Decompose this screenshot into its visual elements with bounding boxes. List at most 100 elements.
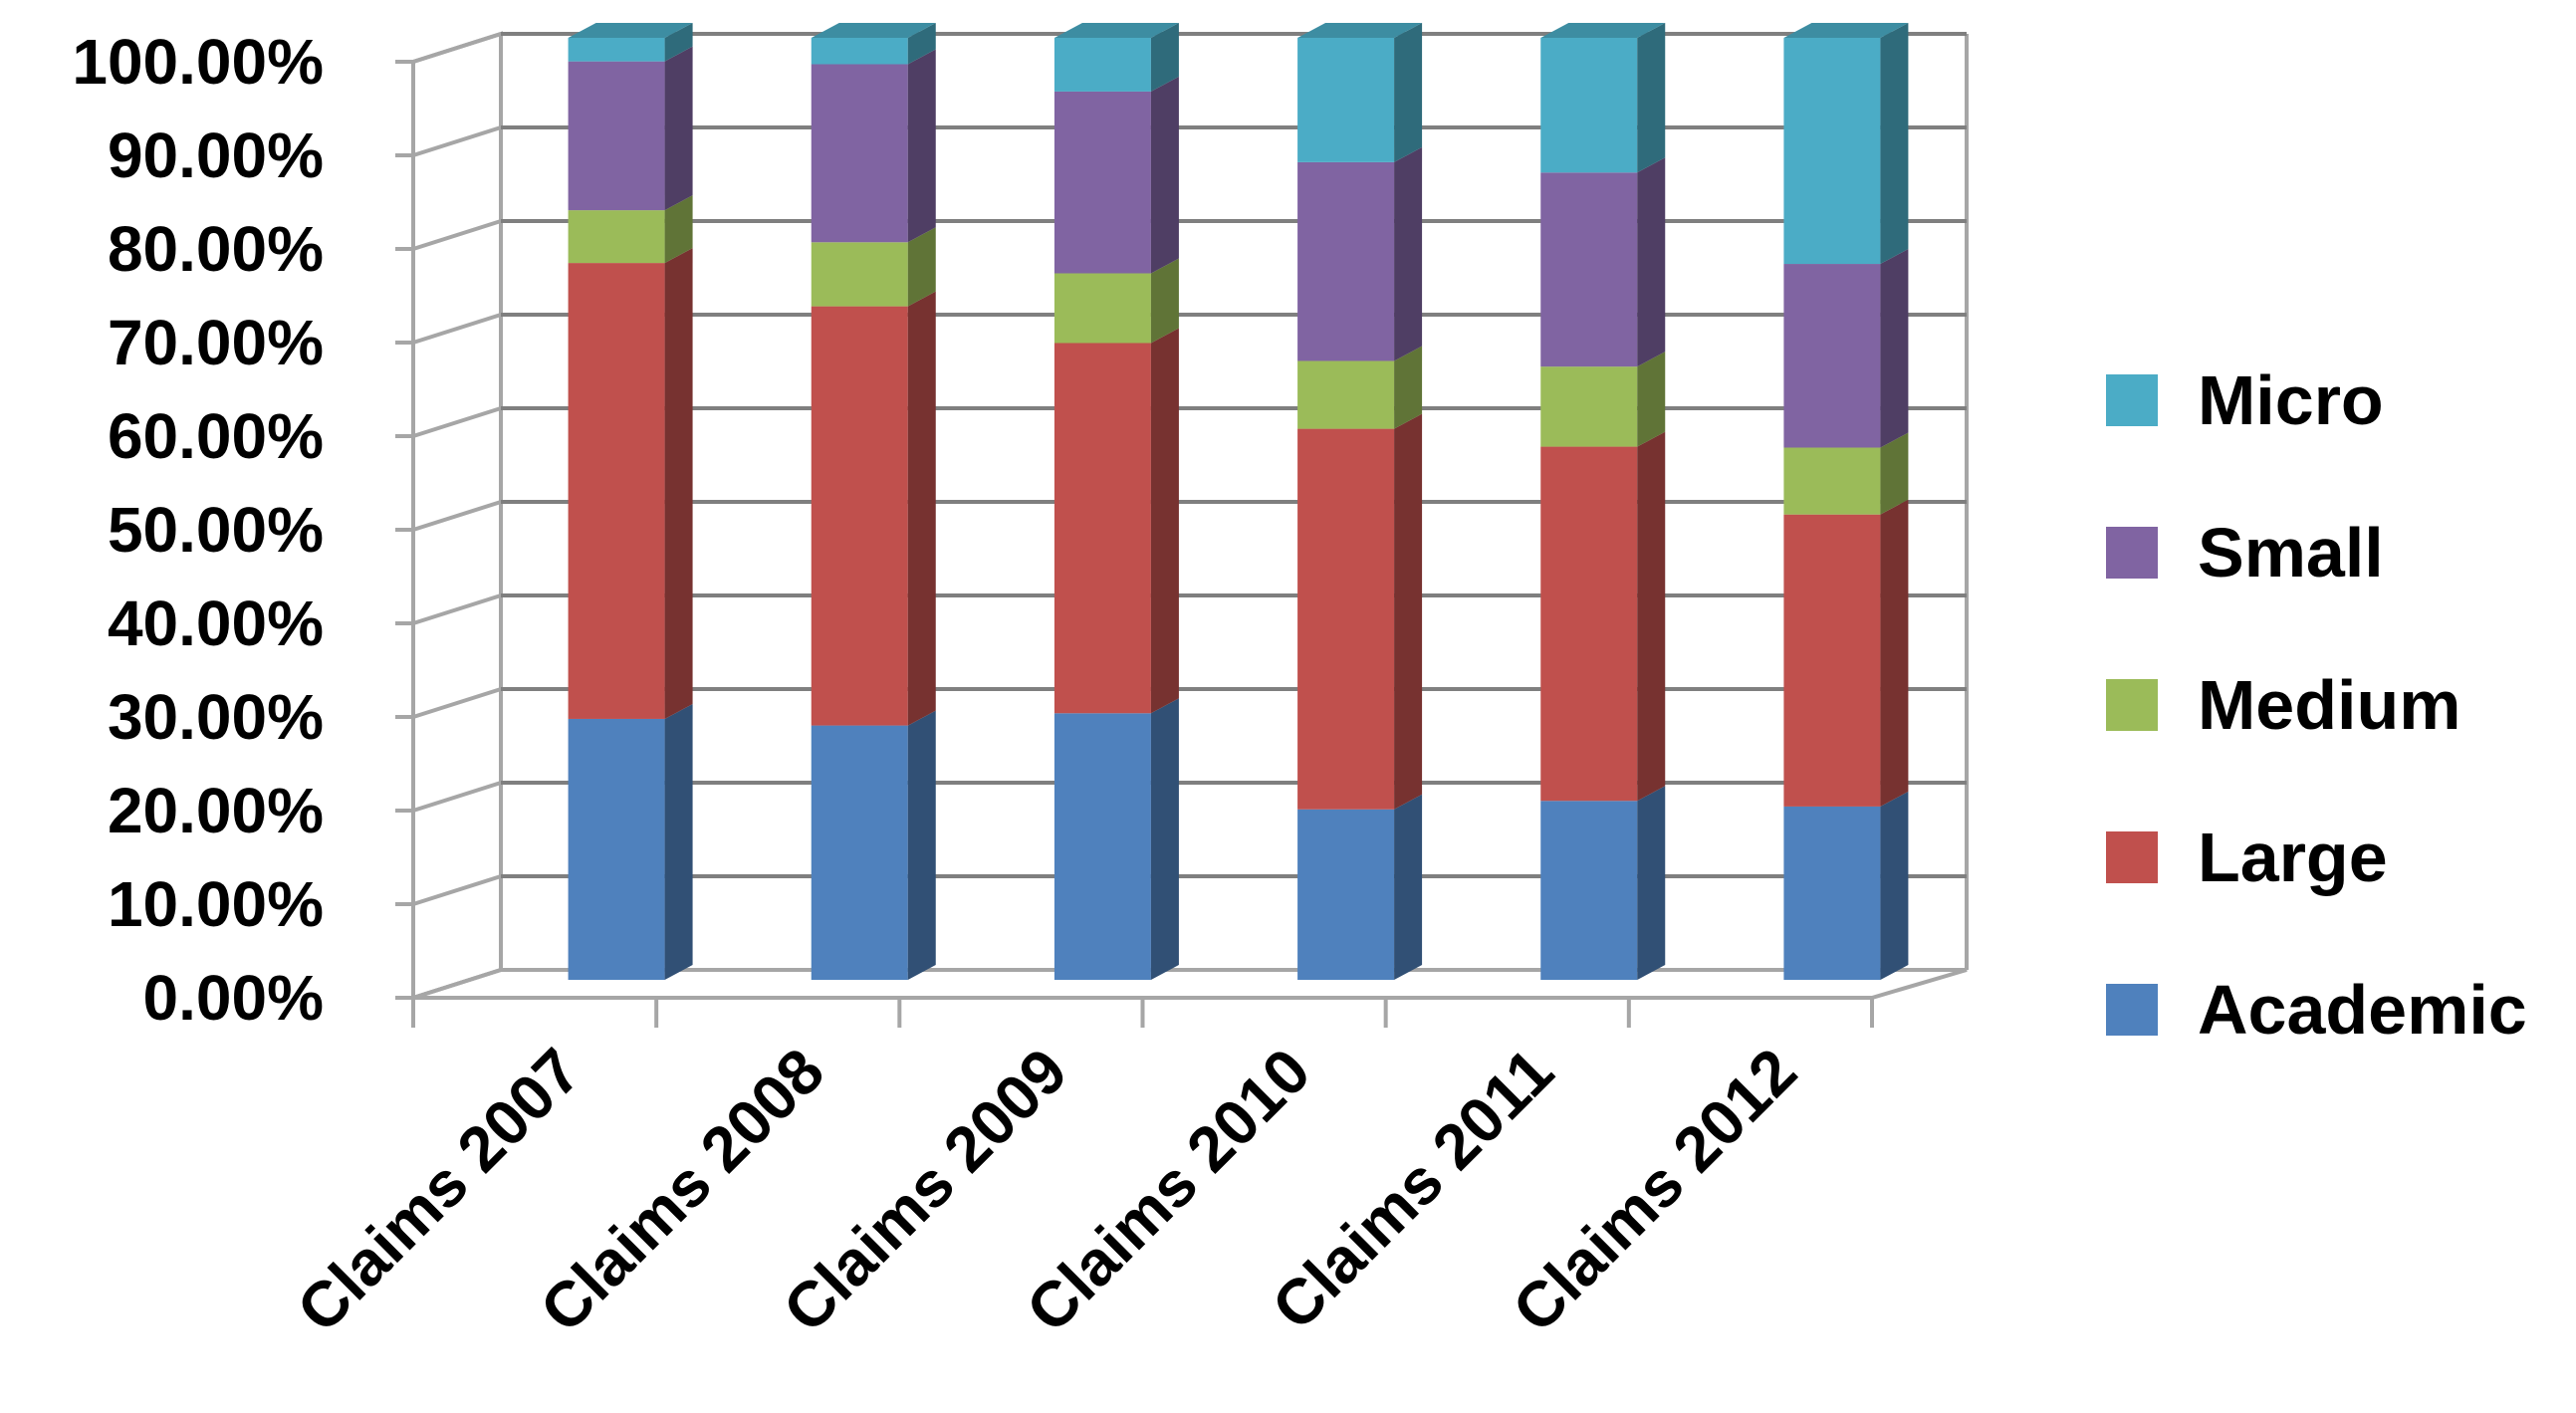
bar-segment-micro-claims-2007-side bbox=[664, 23, 693, 62]
bar-segment-academic-claims-2007 bbox=[568, 718, 665, 980]
legend-swatch-large bbox=[2106, 831, 2158, 883]
bar-segment-micro-claims-2008 bbox=[811, 38, 908, 65]
bar-segment-medium-claims-2011-side bbox=[1637, 352, 1666, 447]
gridline-side bbox=[412, 32, 502, 64]
bar-segment-micro-claims-2012-side bbox=[1880, 23, 1909, 265]
bar-segment-micro-claims-2009 bbox=[1054, 38, 1151, 92]
bar-segment-medium-claims-2007 bbox=[568, 210, 665, 264]
bar-segment-small-claims-2010 bbox=[1297, 161, 1395, 361]
bar-segment-medium-claims-2009 bbox=[1054, 273, 1151, 344]
bar-segment-medium-claims-2012-side bbox=[1880, 432, 1909, 515]
bar-segment-small-claims-2011 bbox=[1540, 172, 1638, 367]
bar-segment-medium-claims-2010 bbox=[1297, 360, 1395, 429]
bar-top-claims-2010 bbox=[1297, 23, 1423, 38]
bar-segment-academic-claims-2011 bbox=[1540, 801, 1638, 980]
bar-segment-micro-claims-2010-side bbox=[1394, 23, 1423, 162]
bar-segment-micro-claims-2009-side bbox=[1150, 23, 1179, 92]
bar-segment-large-claims-2007-side bbox=[664, 248, 693, 719]
bar-segment-large-claims-2010-side bbox=[1394, 413, 1423, 810]
bar-top-claims-2009 bbox=[1054, 23, 1179, 38]
gridline-side bbox=[412, 313, 502, 345]
legend-swatch-medium bbox=[2106, 679, 2158, 731]
bar-claims-2011 bbox=[1540, 23, 1666, 980]
gridline-side bbox=[412, 125, 502, 157]
legend-label-small: Small bbox=[2198, 514, 2384, 591]
bar-segment-small-claims-2010-side bbox=[1394, 146, 1423, 361]
gridline-side bbox=[412, 500, 502, 532]
axes bbox=[395, 60, 1874, 1028]
legend-label-micro: Micro bbox=[2198, 361, 2384, 439]
bar-segment-academic-claims-2009 bbox=[1054, 713, 1151, 980]
bar-segment-medium-claims-2007-side bbox=[664, 195, 693, 264]
bar-top-claims-2012 bbox=[1783, 23, 1909, 38]
legend-label-academic: Academic bbox=[2198, 971, 2527, 1049]
bar-segment-medium-claims-2008-side bbox=[907, 227, 936, 307]
y-axis-tick-labels: 0.00% 10.00% 20.00% 30.00% 40.00% 50.00% 60.00… bbox=[72, 26, 324, 1034]
bar-claims-2007 bbox=[568, 23, 693, 980]
legend-label-large: Large bbox=[2198, 819, 2388, 896]
y-tick-label: 10.00% bbox=[108, 868, 324, 940]
bar-segment-small-claims-2011-side bbox=[1637, 157, 1666, 367]
legend-item-micro: Micro bbox=[2106, 361, 2384, 439]
y-tick-label: 0.00% bbox=[143, 962, 324, 1034]
legend-swatch-small bbox=[2106, 527, 2158, 579]
legend-item-medium: Medium bbox=[2106, 666, 2460, 744]
bar-segment-large-claims-2008 bbox=[811, 306, 908, 726]
bar-segment-medium-claims-2009-side bbox=[1150, 258, 1179, 344]
legend-label-medium: Medium bbox=[2198, 666, 2460, 744]
legend-swatch-micro bbox=[2106, 374, 2158, 426]
bar-segment-large-claims-2011 bbox=[1540, 446, 1638, 802]
legend-item-academic: Academic bbox=[2106, 971, 2527, 1049]
legend-item-large: Large bbox=[2106, 819, 2388, 896]
bar-segment-large-claims-2010 bbox=[1297, 428, 1395, 810]
y-tick-label: 50.00% bbox=[108, 494, 324, 566]
y-tick-label: 40.00% bbox=[108, 588, 324, 659]
gridline-side bbox=[412, 219, 502, 251]
legend-swatch-academic bbox=[2106, 984, 2158, 1036]
gridlines bbox=[412, 32, 1967, 1000]
bar-claims-2009 bbox=[1054, 23, 1179, 980]
bar-segment-medium-claims-2012 bbox=[1783, 447, 1881, 515]
bar-segment-large-claims-2011-side bbox=[1637, 431, 1666, 802]
bar-segment-small-claims-2012-side bbox=[1880, 249, 1909, 448]
bar-segment-small-claims-2012 bbox=[1783, 264, 1881, 448]
bar-segment-academic-claims-2012 bbox=[1783, 806, 1881, 980]
bar-claims-2008 bbox=[811, 23, 936, 980]
bar-segment-micro-claims-2007 bbox=[568, 38, 665, 62]
bar-segment-large-claims-2009 bbox=[1054, 343, 1151, 714]
legend-item-small: Small bbox=[2106, 514, 2384, 591]
bar-segment-large-claims-2009-side bbox=[1150, 328, 1179, 714]
bar-segment-academic-claims-2011-side bbox=[1637, 786, 1666, 980]
bar-segment-large-claims-2007 bbox=[568, 263, 665, 719]
bar-top-claims-2008 bbox=[811, 23, 936, 38]
bar-claims-2010 bbox=[1297, 23, 1423, 980]
bar-segment-micro-claims-2011 bbox=[1540, 38, 1638, 173]
legend: Micro Small Medium Large Academic bbox=[2106, 361, 2527, 1049]
bar-segment-academic-claims-2010-side bbox=[1394, 794, 1423, 980]
bar-segment-academic-claims-2008 bbox=[811, 725, 908, 980]
gridline-side bbox=[412, 593, 502, 625]
bar-segment-small-claims-2008-side bbox=[907, 49, 936, 243]
bar-segment-academic-claims-2010 bbox=[1297, 809, 1395, 980]
bar-claims-2012 bbox=[1783, 23, 1909, 980]
bar-segment-micro-claims-2011-side bbox=[1637, 23, 1666, 173]
y-tick-label: 100.00% bbox=[72, 26, 324, 98]
y-tick-label: 70.00% bbox=[108, 307, 324, 378]
bar-segment-academic-claims-2008-side bbox=[907, 710, 936, 980]
bar-segment-academic-claims-2009-side bbox=[1150, 698, 1179, 980]
bar-segment-medium-claims-2011 bbox=[1540, 366, 1638, 447]
bar-segment-small-claims-2008 bbox=[811, 64, 908, 243]
gridline-side bbox=[412, 781, 502, 813]
bar-segment-medium-claims-2008 bbox=[811, 242, 908, 307]
gridline-side bbox=[412, 968, 502, 1000]
bar-segment-academic-claims-2012-side bbox=[1880, 791, 1909, 980]
bar-segment-micro-claims-2008-side bbox=[907, 23, 936, 65]
y-tick-label: 60.00% bbox=[108, 400, 324, 472]
bar-top-claims-2007 bbox=[568, 23, 693, 38]
y-tick-label: 20.00% bbox=[108, 775, 324, 846]
bar-segment-small-claims-2007-side bbox=[664, 46, 693, 211]
bar-segment-large-claims-2008-side bbox=[907, 291, 936, 726]
gridline-side bbox=[412, 874, 502, 906]
bar-segment-medium-claims-2010-side bbox=[1394, 346, 1423, 429]
